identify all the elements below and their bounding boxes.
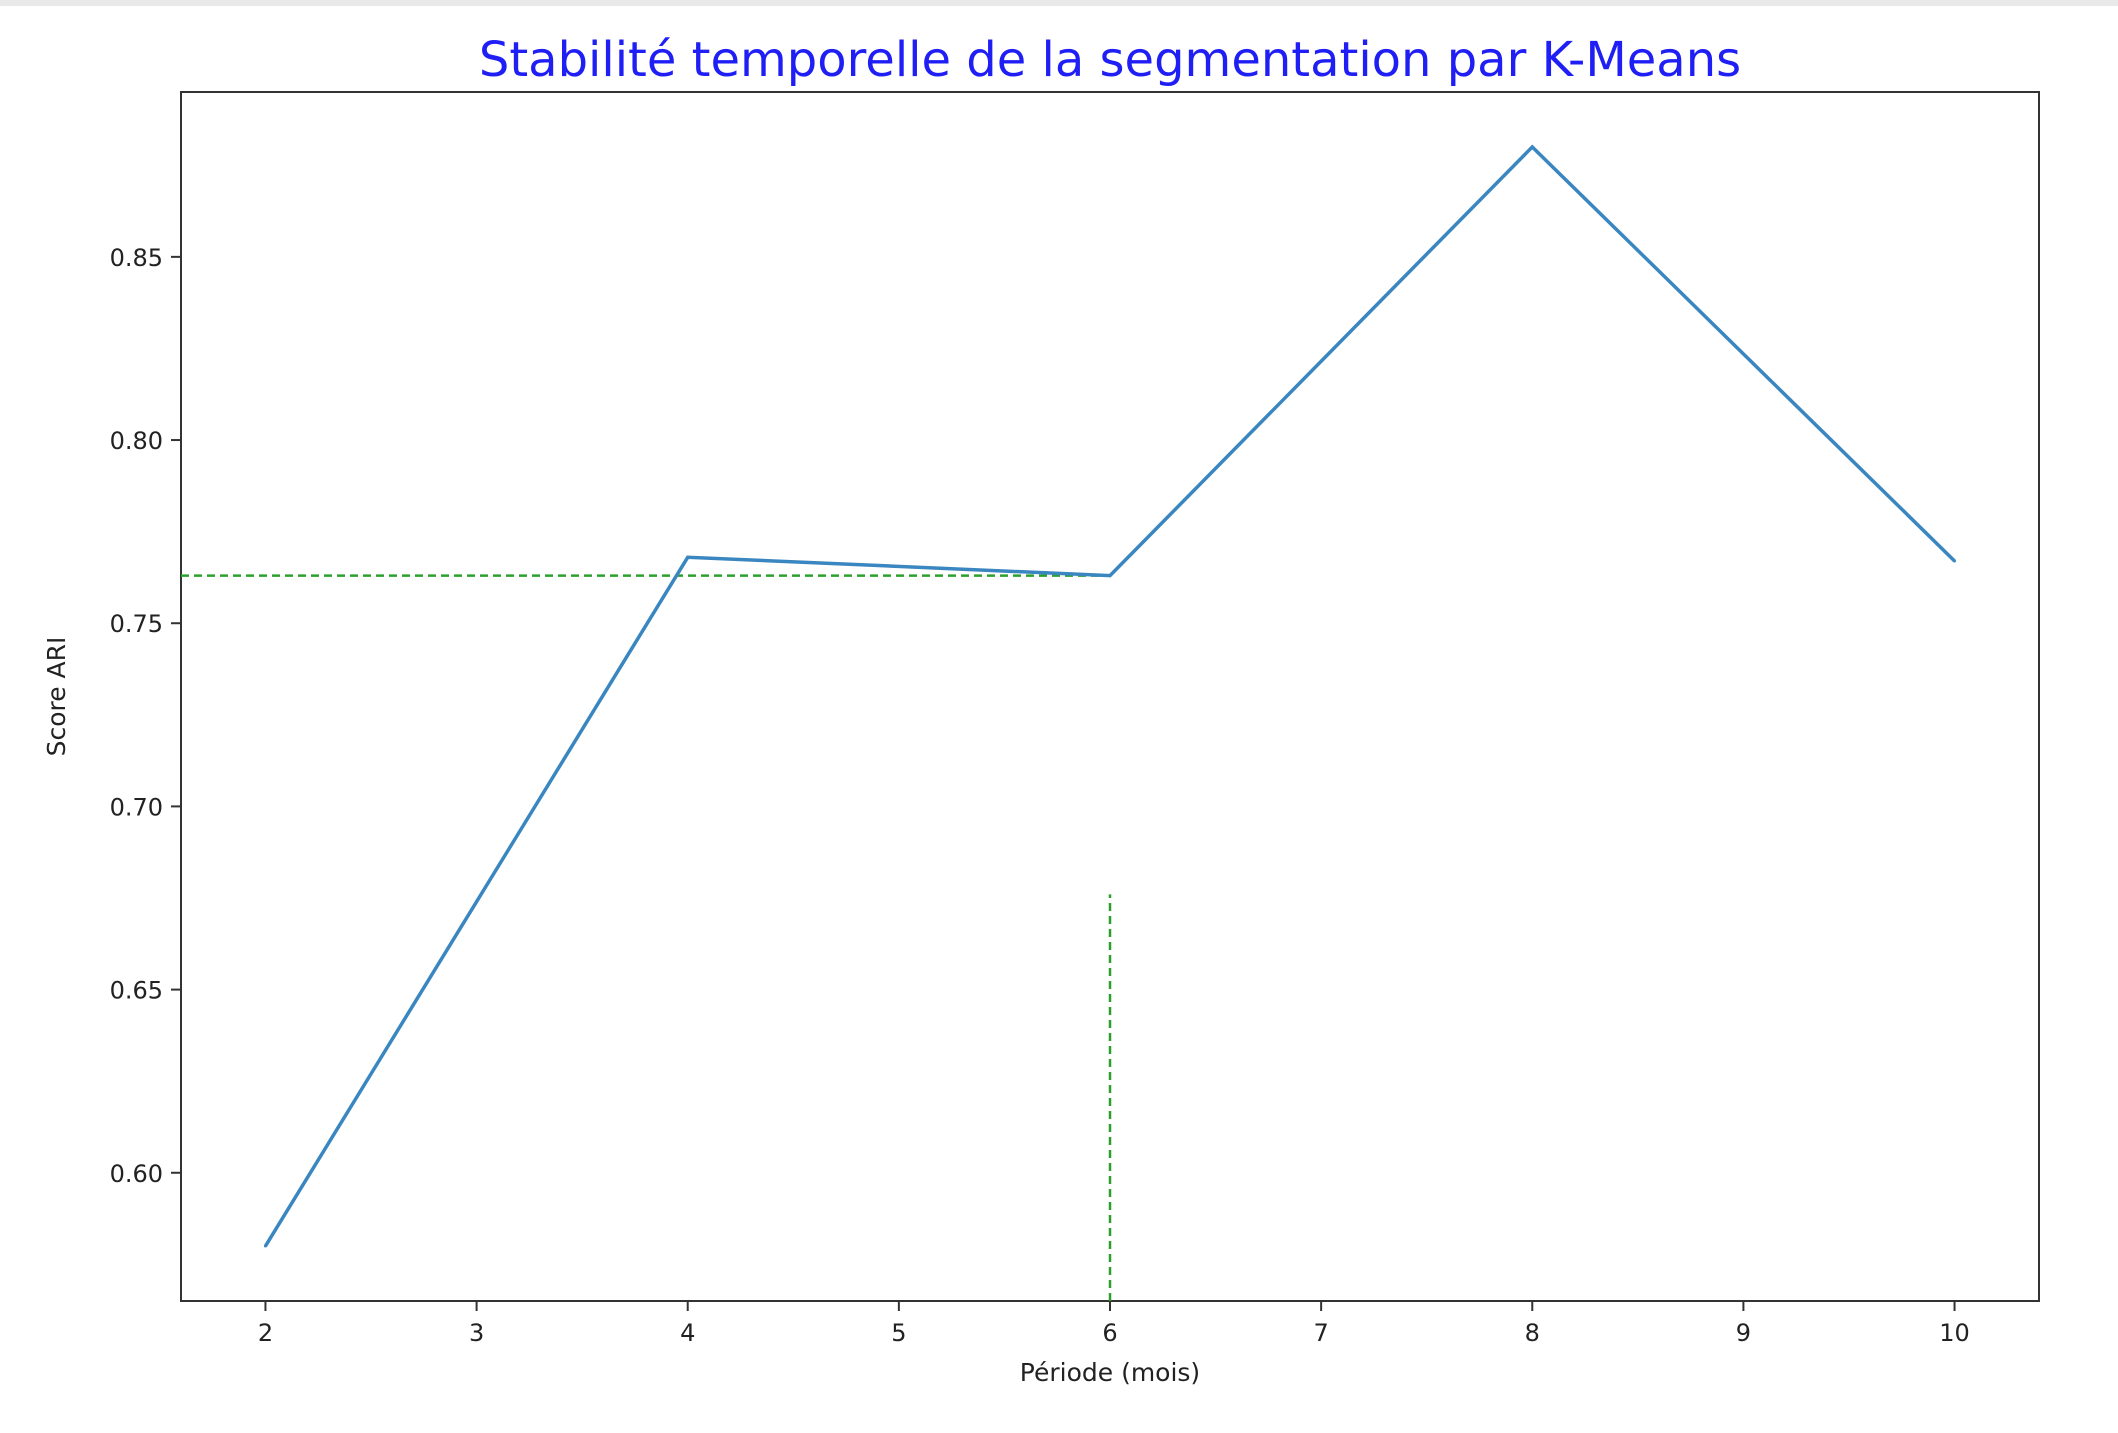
y-tick-label: 0.65 [110,977,163,1005]
data-point [263,1244,267,1248]
x-tick-label: 7 [1313,1319,1328,1347]
y-tick-label: 0.85 [110,244,163,272]
y-axis-label: Score ARI [42,637,71,757]
top-border [0,0,2118,6]
y-tick-label: 0.60 [110,1160,163,1188]
x-axis-label: Période (mois) [1020,1358,1200,1387]
x-tick-label: 8 [1525,1319,1540,1347]
data-point [1530,145,1534,149]
chart-title: Stabilité temporelle de la segmentation … [479,32,1741,88]
x-tick-label: 6 [1102,1319,1117,1347]
reference-lines [181,574,1112,1301]
plot-area [180,91,2040,1302]
series-layer [263,144,1957,1248]
data-point [686,555,690,559]
x-tick-label: 10 [1939,1319,1970,1347]
x-tick-label: 4 [680,1319,695,1347]
y-tick-label: 0.70 [110,793,163,821]
x-tick-label: 5 [891,1319,906,1347]
y-axis: 0.60 0.65 0.70 0.75 0.80 0.85 [110,244,181,1188]
data-point [1108,574,1112,578]
x-tick-label: 9 [1736,1319,1751,1347]
x-axis: 2 3 4 5 6 7 8 9 10 [258,1301,1970,1347]
y-tick-label: 0.75 [110,610,163,638]
x-tick-label: 2 [258,1319,273,1347]
y-tick-label: 0.80 [110,427,163,455]
x-tick-label: 3 [469,1319,484,1347]
data-point [1953,559,1957,563]
